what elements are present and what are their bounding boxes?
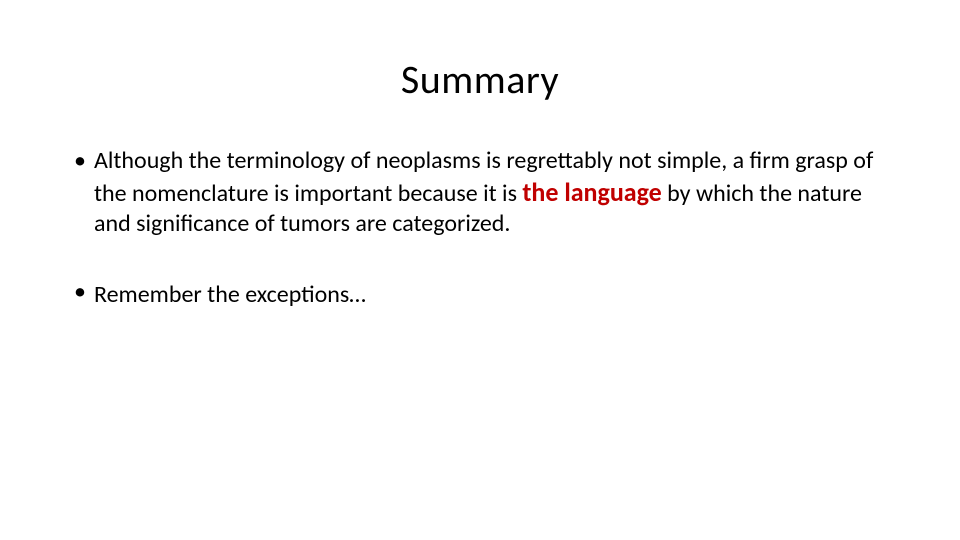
slide: Summary Although the terminology of neop… [0,0,960,540]
list-item: Remember the exceptions… [74,277,886,310]
slide-title: Summary [60,55,900,104]
bullet-text-emphasis: the language [522,176,661,208]
bullet-list: Although the terminology of neoplasms is… [60,146,900,310]
list-item: Although the terminology of neoplasms is… [74,146,886,239]
bullet-text-before: Remember the exceptions… [94,280,366,309]
